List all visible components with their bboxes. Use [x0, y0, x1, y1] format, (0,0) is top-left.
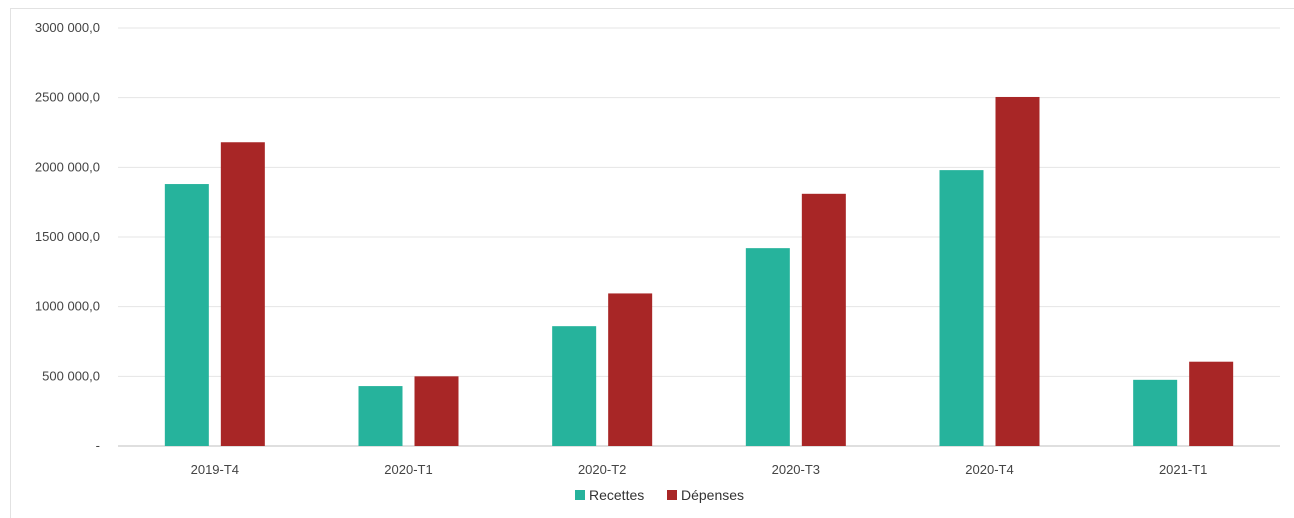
grid-lines [118, 27, 1280, 447]
bar-recettes [939, 170, 984, 446]
x-tick-label: 2020-T1 [384, 462, 432, 477]
x-tick-label: 2021-T1 [1159, 462, 1207, 477]
chart-frame [10, 8, 1294, 518]
legend-label: Dépenses [681, 487, 744, 503]
bar-depenses [995, 96, 1040, 446]
bar-recettes [745, 248, 790, 446]
y-tick-label: 2000 000,0 [35, 159, 100, 174]
bar-depenses [801, 193, 846, 446]
bar-depenses [414, 376, 459, 446]
y-tick-label: 3000 000,0 [35, 20, 100, 35]
y-tick-label: 2500 000,0 [35, 90, 100, 105]
bar-recettes [1133, 379, 1178, 446]
x-tick-label: 2020-T4 [965, 462, 1013, 477]
bar-recettes [552, 326, 597, 446]
x-tick-label: 2019-T4 [191, 462, 239, 477]
legend-label: Recettes [589, 487, 644, 503]
x-tick-label: 2020-T3 [772, 462, 820, 477]
bar-depenses [220, 142, 265, 446]
legend-swatch [575, 490, 585, 500]
x-tick-label: 2020-T2 [578, 462, 626, 477]
x-axis-ticks: 2019-T4 2020-T1 2020-T2 2020-T3 2020-T4 2021-… [191, 462, 1208, 477]
legend-swatch [667, 490, 677, 500]
y-tick-label: 1500 000,0 [35, 229, 100, 244]
y-axis-ticks: - 500 000,0 1000 000,0 1500 000,0 2000 000,0… [35, 20, 100, 453]
legend: Recettes Dépenses [575, 487, 744, 503]
bar-depenses [1189, 361, 1234, 446]
y-tick-label: - [96, 438, 100, 453]
bars [164, 96, 1234, 446]
bar-recettes [358, 386, 403, 446]
bar-depenses [608, 293, 653, 446]
y-tick-label: 1000 000,0 [35, 299, 100, 314]
bar-recettes [164, 184, 209, 446]
y-tick-label: 500 000,0 [42, 368, 100, 383]
